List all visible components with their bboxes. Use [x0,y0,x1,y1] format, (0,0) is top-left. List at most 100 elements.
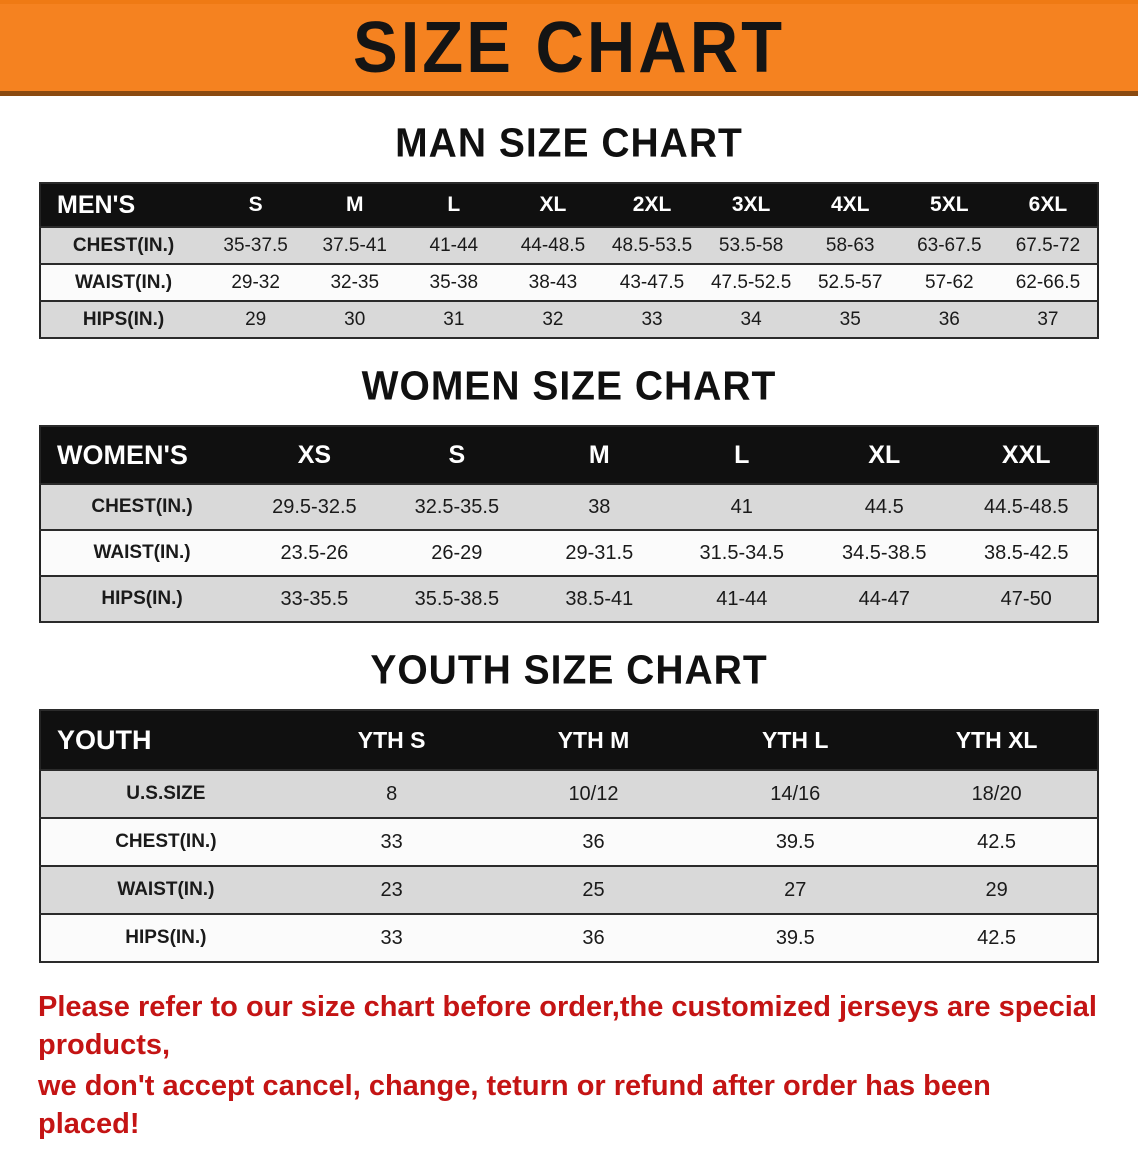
value-cell: 44.5 [813,483,956,531]
value-cell: 37.5-41 [305,226,405,265]
value-cell: 33 [290,817,493,867]
size-header-cell: XS [243,425,386,485]
size-table-women: WOMEN'S XS S M L XL XXL CHEST(IN.) 29.5-32.5 32.5… [39,425,1099,623]
size-header-cell: 4XL [800,182,900,228]
size-header-cell: 3XL [701,182,801,228]
value-cell: 29 [206,300,306,339]
value-cell: 23 [290,865,493,915]
table-row: WAIST(IN.) 23 25 27 29 [40,865,1098,915]
row-label-cell: CHEST(IN.) [40,483,244,531]
value-cell: 31.5-34.5 [670,529,814,577]
value-cell: 35-38 [404,263,504,302]
size-header-cell: YTH L [694,709,897,771]
table-row: HIPS(IN.) 33-35.5 35.5-38.5 38.5-41 41-44 44-… [40,575,1098,623]
banner: SIZE CHART [0,0,1138,96]
size-header-cell: 5XL [899,182,999,228]
value-cell: 67.5-72 [998,226,1098,265]
size-header-cell: L [670,425,814,485]
table-row: CHEST(IN.) 29.5-32.5 32.5-35.5 38 41 44.5 44.5… [40,483,1098,531]
value-cell: 37 [998,300,1098,339]
row-label-cell: HIPS(IN.) [40,300,207,339]
size-header-cell: XL [503,182,603,228]
value-cell: 41-44 [670,575,814,623]
value-cell: 36 [492,913,695,963]
value-cell: 33 [602,300,702,339]
section-heading-women: WOMEN SIZE CHART [361,363,777,410]
value-cell: 44-48.5 [503,226,603,265]
notice-line-2: we don't accept cancel, change, teturn o… [38,1070,991,1141]
page-title: SIZE CHART [353,6,785,88]
row-label-cell: CHEST(IN.) [40,817,291,867]
header-row: YOUTH YTH S YTH M YTH L YTH XL [40,709,1098,771]
value-cell: 44.5-48.5 [955,483,1098,531]
value-cell: 38 [528,483,671,531]
table-row: HIPS(IN.) 33 36 39.5 42.5 [40,913,1098,963]
value-cell: 42.5 [896,913,1098,963]
size-header-cell: 2XL [602,182,702,228]
value-cell: 31 [404,300,504,339]
value-cell: 53.5-58 [701,226,801,265]
header-row: MEN'S S M L XL 2XL 3XL 4XL 5XL 6XL [40,182,1098,228]
value-cell: 38.5-42.5 [955,529,1098,577]
value-cell: 43-47.5 [602,263,702,302]
value-cell: 27 [694,865,897,915]
value-cell: 52.5-57 [800,263,900,302]
value-cell: 39.5 [694,913,897,963]
value-cell: 29-32 [206,263,306,302]
value-cell: 39.5 [694,817,897,867]
notice-line-1: Please refer to our size chart before or… [38,991,1097,1061]
value-cell: 34.5-38.5 [813,529,956,577]
size-header-cell: XXL [955,425,1098,485]
section-heading-men: MAN SIZE CHART [395,120,743,167]
size-header-cell: YTH S [290,709,493,771]
row-label-cell: HIPS(IN.) [40,913,291,963]
value-cell: 57-62 [899,263,999,302]
section-heading-youth: YOUTH SIZE CHART [370,647,768,694]
value-cell: 35-37.5 [206,226,306,265]
size-header-cell: M [528,425,671,485]
value-cell: 44-47 [813,575,956,623]
row-label-cell: WAIST(IN.) [40,529,244,577]
size-header-cell: S [206,182,306,228]
table-title-cell: MEN'S [40,182,207,228]
size-header-cell: 6XL [998,182,1098,228]
value-cell: 33-35.5 [243,575,386,623]
table-row: CHEST(IN.) 35-37.5 37.5-41 41-44 44-48.5 48.5… [40,226,1098,265]
value-cell: 8 [290,769,493,819]
value-cell: 36 [899,300,999,339]
table-title-cell: YOUTH [40,709,291,771]
size-header-cell: L [404,182,504,228]
value-cell: 29-31.5 [528,529,671,577]
value-cell: 48.5-53.5 [602,226,702,265]
value-cell: 38-43 [503,263,603,302]
value-cell: 34 [701,300,801,339]
value-cell: 23.5-26 [243,529,386,577]
value-cell: 47.5-52.5 [701,263,801,302]
value-cell: 18/20 [896,769,1098,819]
size-header-cell: YTH M [492,709,695,771]
row-label-cell: WAIST(IN.) [40,865,291,915]
value-cell: 10/12 [492,769,695,819]
charts-container: MAN SIZE CHART MEN'S S M L XL 2XL 3XL 4XL 5XL 6XL C… [0,120,1138,963]
size-header-cell: S [385,425,529,485]
table-row: CHEST(IN.) 33 36 39.5 42.5 [40,817,1098,867]
value-cell: 38.5-41 [528,575,671,623]
value-cell: 14/16 [694,769,897,819]
section-men: MAN SIZE CHART MEN'S S M L XL 2XL 3XL 4XL 5XL 6XL C… [0,120,1138,339]
size-header-cell: YTH XL [896,709,1098,771]
value-cell: 26-29 [385,529,529,577]
value-cell: 29 [896,865,1098,915]
value-cell: 42.5 [896,817,1098,867]
row-label-cell: WAIST(IN.) [40,263,207,302]
value-cell: 63-67.5 [899,226,999,265]
table-row: WAIST(IN.) 23.5-26 26-29 29-31.5 31.5-34.5 34… [40,529,1098,577]
value-cell: 32 [503,300,603,339]
value-cell: 36 [492,817,695,867]
header-row: WOMEN'S XS S M L XL XXL [40,425,1098,485]
section-women: WOMEN SIZE CHART WOMEN'S XS S M L XL XXL CHEST(I… [0,363,1138,623]
value-cell: 35.5-38.5 [385,575,529,623]
table-row: WAIST(IN.) 29-32 32-35 35-38 38-43 43-47.5 47.… [40,263,1098,302]
value-cell: 30 [305,300,405,339]
value-cell: 33 [290,913,493,963]
